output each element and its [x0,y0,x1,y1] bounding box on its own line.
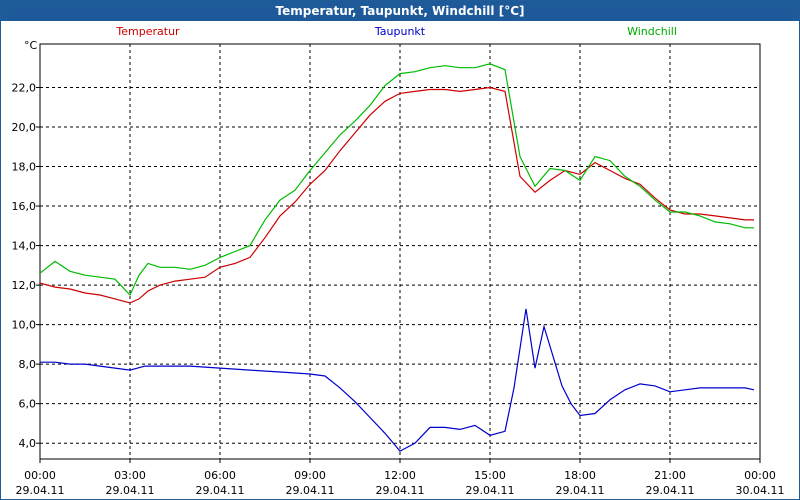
y-tick-label: 22,0 [12,81,37,94]
x-tick-label-time: 03:00 [114,469,146,482]
series-line-temperatur [39,86,754,304]
x-tick-label-date: 29.04.11 [466,484,515,497]
y-tick-label: 8,0 [19,358,37,371]
x-tick-label-date: 29.04.11 [286,484,335,497]
x-tick-label-date: 30.04.11 [736,484,785,497]
chart-title: Temperatur, Taupunkt, Windchill [°C] [1,1,799,21]
y-tick-label: 10,0 [12,319,37,332]
x-tick-label-time: 15:00 [474,469,506,482]
grid-lines [40,44,760,459]
series-line-taupunkt [40,308,755,452]
x-tick-label-time: 12:00 [384,469,416,482]
y-tick-label: 16,0 [12,200,37,213]
x-tick-label-date: 29.04.11 [376,484,425,497]
x-tick-label-date: 29.04.11 [556,484,605,497]
x-tick-label-date: 29.04.11 [16,484,65,497]
x-tick-label-time: 00:00 [744,469,776,482]
y-axis-label: °C [24,39,38,52]
x-tick-label-date: 29.04.11 [196,484,245,497]
y-tick-label: 4,0 [19,437,37,450]
y-tick-label: 12,0 [12,279,37,292]
x-tick-label-time: 00:00 [24,469,56,482]
legend-windchill: Windchill [627,25,677,38]
x-tick-label-time: 21:00 [654,469,686,482]
x-tick-label-date: 29.04.11 [106,484,155,497]
y-tick-label: 20,0 [12,121,37,134]
plot-area [39,43,761,460]
legend-temperatur: Temperatur [115,25,180,38]
y-tick-label: 6,0 [19,398,37,411]
y-tick-label: 18,0 [12,161,37,174]
x-tick-label-date: 29.04.11 [646,484,695,497]
series-line-windchill [39,63,754,297]
legend-taupunkt: Taupunkt [374,25,426,38]
x-tick-label-time: 06:00 [204,469,236,482]
y-axis: 4,0 6,0 8,0 10,0 12,0 14,0 16,0 18,0 20,0 22,0 [12,81,40,450]
x-tick-label-time: 09:00 [294,469,326,482]
y-tick-label: 14,0 [12,240,37,253]
series-lines [39,63,755,452]
x-tick-label-time: 18:00 [564,469,596,482]
x-axis: 00:00 29.04.11 03:00 29.04.11 06:00 29.04.11 0… [16,459,785,497]
